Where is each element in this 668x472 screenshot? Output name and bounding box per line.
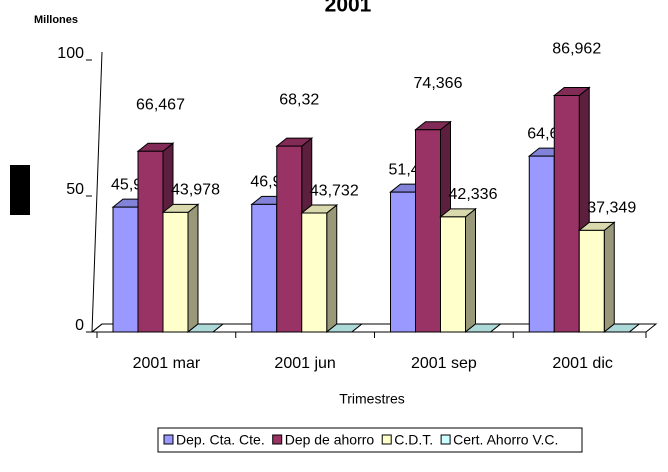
legend [157,427,583,453]
bar-side [603,221,615,334]
legend-label: Dep de ahorro [285,432,375,448]
bar-front [301,212,328,333]
bar [325,323,364,333]
marker-block [10,165,30,215]
bar-front [528,155,555,333]
x-tick-label: 2001 sep [411,355,477,372]
legend-swatch [381,434,392,445]
bar [161,203,200,334]
bar-front [276,145,303,333]
data-label: 43,978 [171,182,220,199]
x-tick-label: 2001 jun [274,355,335,372]
bar [464,323,502,333]
bar [602,323,641,333]
bar-front [440,216,466,333]
bar-side [465,207,476,334]
bar [186,323,225,333]
legend-swatch [272,434,283,445]
data-label: 66,467 [136,96,185,113]
bar [577,221,616,334]
legend-swatch [163,434,174,445]
bar [300,204,339,334]
bar-front [578,229,605,333]
x-tick-label: 2001 dic [552,355,613,372]
bar-front [162,211,189,333]
data-label: 43,732 [310,182,359,199]
data-label: 86,962 [552,41,601,58]
y-axis [91,51,103,333]
bar-side [326,204,338,334]
bar-side [187,203,199,334]
legend-swatch [440,434,451,445]
bar-front [112,206,139,333]
bar-front [390,191,416,333]
y-tick-label: 50 [66,181,84,198]
axis [91,323,103,333]
bar-front [553,94,580,333]
chart-title: 2001 [325,0,372,17]
legend-label: Cert. Ahorro V.C. [453,432,558,448]
y-tick-label: 0 [75,317,84,334]
x-tick-label: 2001 mar [133,355,201,372]
x-axis-label: Trimestres [339,391,405,407]
data-label: 74,366 [414,75,463,92]
data-label: 68,32 [279,91,319,108]
legend-label: Dep. Cta. Cte. [176,432,265,448]
bar [439,207,477,334]
bar-front [137,150,164,333]
bar-front [415,129,441,333]
y-axis-label: Millones [34,14,78,26]
bar-front [251,203,278,333]
data-label: 37,349 [587,200,636,217]
legend-label: C.D.T. [394,432,433,448]
y-tick-label: 100 [57,45,84,62]
data-label: 42,336 [449,186,498,203]
